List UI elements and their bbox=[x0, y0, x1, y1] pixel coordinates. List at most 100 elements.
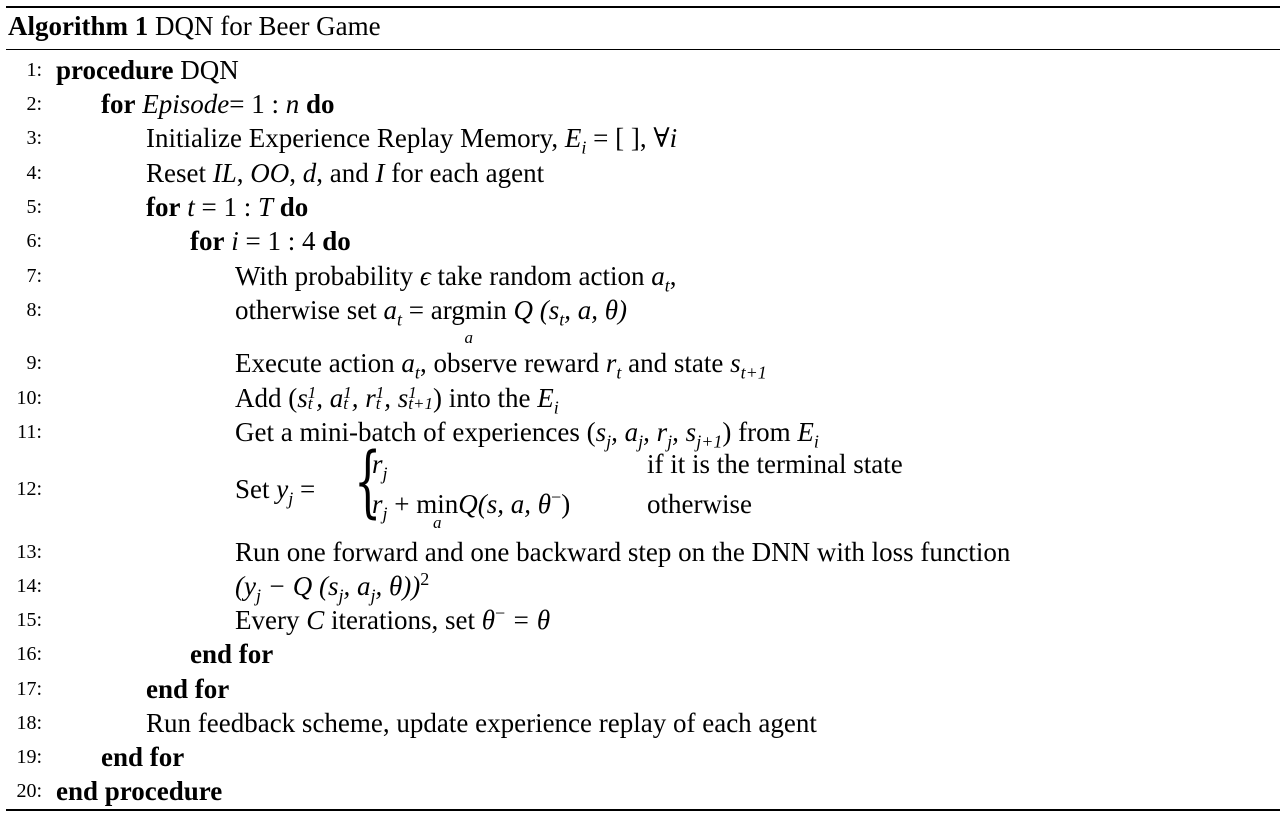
math-sub: t bbox=[664, 275, 670, 296]
math-text: + bbox=[387, 489, 417, 519]
line-code: Add (s1 t, a1 t, r1 t, s1 t+1) into the Ei bbox=[235, 383, 559, 418]
math-text: = bbox=[293, 474, 316, 504]
keyword: procedure bbox=[56, 55, 174, 85]
math-var: i bbox=[669, 123, 678, 153]
line-text: With probability bbox=[235, 261, 420, 291]
keyword: end for bbox=[101, 742, 185, 772]
math-var: Episode bbox=[142, 89, 230, 119]
line-code: Reset IL, OO, d, and I for each agent bbox=[146, 156, 544, 190]
math-var: θ bbox=[481, 605, 495, 635]
math-text: (s bbox=[532, 295, 560, 325]
line-number: 10: bbox=[16, 387, 42, 409]
line-code: Run feedback scheme, update experience r… bbox=[146, 708, 817, 738]
math-var: a bbox=[651, 261, 665, 291]
line-number: 20: bbox=[16, 780, 42, 802]
math-var: y bbox=[276, 474, 289, 504]
keyword: do bbox=[279, 192, 309, 222]
math-var: C bbox=[306, 605, 325, 635]
line-text: , bbox=[289, 158, 303, 188]
math-var: s bbox=[730, 348, 741, 378]
math-var: i bbox=[231, 226, 239, 256]
line-code: for Episode= 1 : n do bbox=[101, 87, 335, 121]
math-sub: t bbox=[559, 309, 565, 330]
cases-brace: { bbox=[354, 437, 382, 527]
line-text: Add ( bbox=[235, 383, 298, 413]
math-text: − Q (s bbox=[261, 571, 339, 601]
line-text: Reset bbox=[146, 158, 213, 188]
math-text: = 1 : bbox=[194, 192, 258, 222]
line-text: take random action bbox=[430, 261, 652, 291]
keyword: end for bbox=[146, 674, 230, 704]
line-number: 1: bbox=[26, 59, 42, 81]
caption-title: DQN for Beer Game bbox=[154, 11, 381, 41]
procedure-name: DQN bbox=[180, 55, 239, 85]
keyword: do bbox=[322, 226, 351, 256]
math-var: E bbox=[564, 123, 582, 153]
math-text: , a bbox=[343, 571, 371, 601]
line-number: 12: bbox=[16, 478, 42, 500]
line-number: 19: bbox=[16, 746, 42, 768]
math-var: T bbox=[257, 192, 274, 222]
line-number: 3: bbox=[26, 127, 42, 149]
line-code: for t = 1 : T do bbox=[146, 190, 308, 224]
math-var: I bbox=[375, 158, 385, 188]
line-code: (yj − Q (sj, aj, θ))2 bbox=[235, 569, 430, 606]
line-text: into the bbox=[442, 383, 538, 413]
math-var: t bbox=[187, 192, 195, 222]
caption-rule bbox=[6, 49, 1280, 50]
tuple-expression: s1 t, a1 t, r1 t, s1 t+1 bbox=[297, 383, 433, 413]
math-var: Q bbox=[458, 489, 478, 519]
math-op: argmin bbox=[430, 295, 507, 325]
keyword: do bbox=[305, 89, 335, 119]
line-code: procedure DQN bbox=[56, 53, 239, 87]
case-condition-1: if it is the terminal state bbox=[647, 449, 903, 479]
math-var: r bbox=[372, 489, 383, 519]
math-var: n bbox=[285, 89, 300, 119]
line-text: Get a mini-batch of experiences ( bbox=[235, 417, 596, 447]
line-number: 13: bbox=[16, 541, 42, 563]
case-row-1: rj bbox=[372, 447, 388, 482]
math-sup: − bbox=[494, 603, 506, 623]
line-number: 14: bbox=[16, 575, 42, 597]
math-text: = 1 : 4 bbox=[238, 226, 316, 256]
math-var: E bbox=[797, 417, 814, 447]
line-number: 2: bbox=[26, 93, 42, 115]
top-rule bbox=[6, 6, 1280, 8]
case-condition-2: otherwise bbox=[647, 489, 752, 519]
math-op: min bbox=[416, 489, 459, 519]
keyword: for bbox=[101, 89, 136, 119]
math-text: , θ)) bbox=[375, 571, 421, 601]
line-code: Run one forward and one backward step on… bbox=[235, 537, 1011, 567]
line-code: Every C iterations, set θ− = θ bbox=[235, 603, 550, 637]
line-number: 7: bbox=[26, 265, 42, 287]
line-text: ) from bbox=[722, 417, 798, 447]
line-number: 11: bbox=[17, 421, 42, 443]
line-code: Initialize Experience Replay Memory, Ei … bbox=[146, 121, 678, 156]
line-text: iterations, set bbox=[324, 605, 482, 635]
algorithm-caption: Algorithm 1 DQN for Beer Game bbox=[8, 11, 381, 41]
math-var: IL bbox=[212, 158, 237, 188]
math-text: = [ ], ∀ bbox=[586, 123, 670, 153]
line-code: otherwise set at = argmin a Q (st, a, θ) bbox=[235, 293, 627, 347]
math-text: (s, a, θ bbox=[477, 489, 552, 519]
line-number: 17: bbox=[16, 678, 42, 700]
math-sub: t+1 bbox=[740, 362, 767, 383]
math-text: = θ bbox=[505, 605, 551, 635]
keyword: end for bbox=[190, 639, 274, 669]
math-sub: i bbox=[553, 397, 559, 418]
min-operator: min a bbox=[416, 487, 459, 532]
line-code: for i = 1 : 4 do bbox=[190, 224, 351, 258]
keyword: end procedure bbox=[56, 776, 223, 806]
keyword: for bbox=[190, 226, 225, 256]
argmin-operator: argmin a bbox=[430, 293, 507, 347]
line-text: , bbox=[669, 261, 677, 291]
line-number: 5: bbox=[26, 196, 42, 218]
line-number: 15: bbox=[16, 609, 42, 631]
line-text: Initialize Experience Replay Memory, bbox=[146, 123, 565, 153]
math-text: (y bbox=[235, 571, 256, 601]
math-sub: t bbox=[396, 309, 402, 330]
math-text: ) bbox=[561, 489, 571, 519]
line-text: Set bbox=[235, 474, 277, 504]
line-number: 18: bbox=[16, 712, 42, 734]
math-var: E bbox=[537, 383, 554, 413]
